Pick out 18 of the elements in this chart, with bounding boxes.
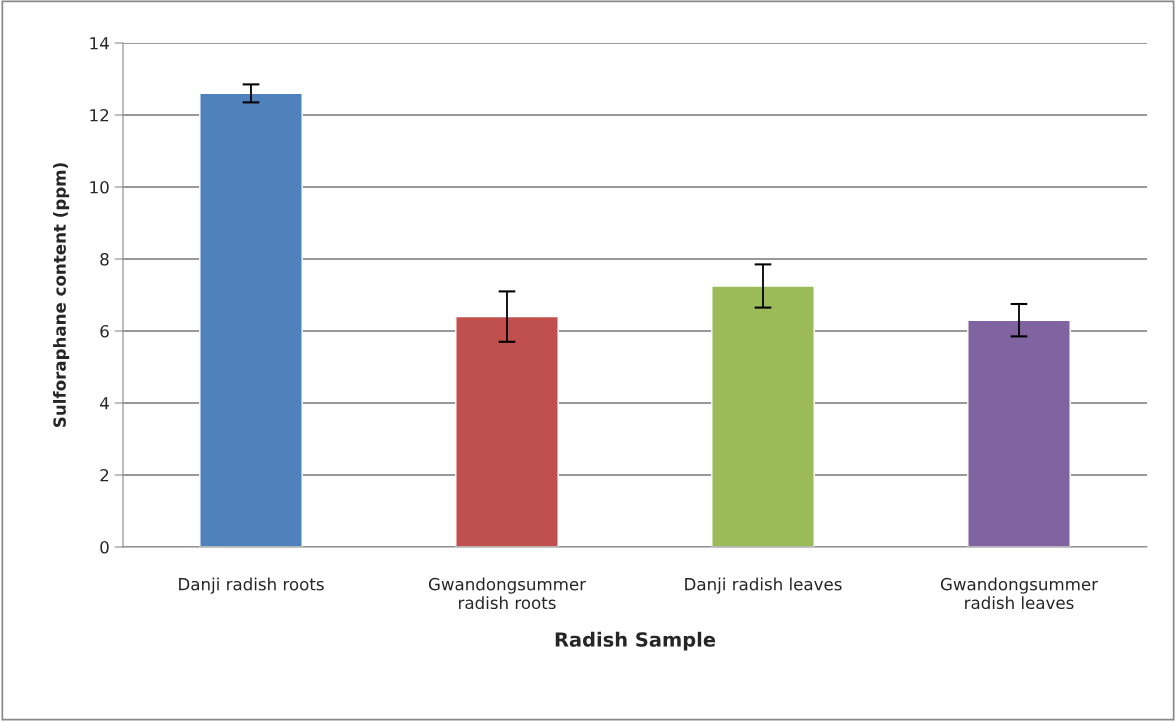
y-tick-label: 2 (100, 468, 109, 482)
y-tick-label: 0 (100, 540, 109, 554)
y-tick-label: 6 (100, 324, 109, 338)
y-axis-title: Sulforaphane content (ppm) (53, 163, 70, 427)
y-tick-label: 10 (90, 180, 109, 194)
bar (199, 92, 303, 547)
y-tick-label: 8 (100, 252, 109, 266)
x-tick-label: Danji radish roots (179, 577, 324, 594)
y-tick-label: 12 (90, 108, 109, 122)
x-tick-label: Danji radish leaves (685, 577, 842, 594)
y-tick-label: 4 (100, 397, 109, 410)
x-tick-label: Gwandongsummer radish roots (428, 577, 587, 610)
x-tick-label: Gwandongsummer radish leaves (940, 577, 1099, 610)
bar (967, 319, 1071, 547)
bar (711, 285, 815, 547)
y-tick-label: 14 (90, 37, 109, 50)
x-axis-title: Radish Sample (555, 631, 716, 651)
bar (455, 315, 559, 547)
